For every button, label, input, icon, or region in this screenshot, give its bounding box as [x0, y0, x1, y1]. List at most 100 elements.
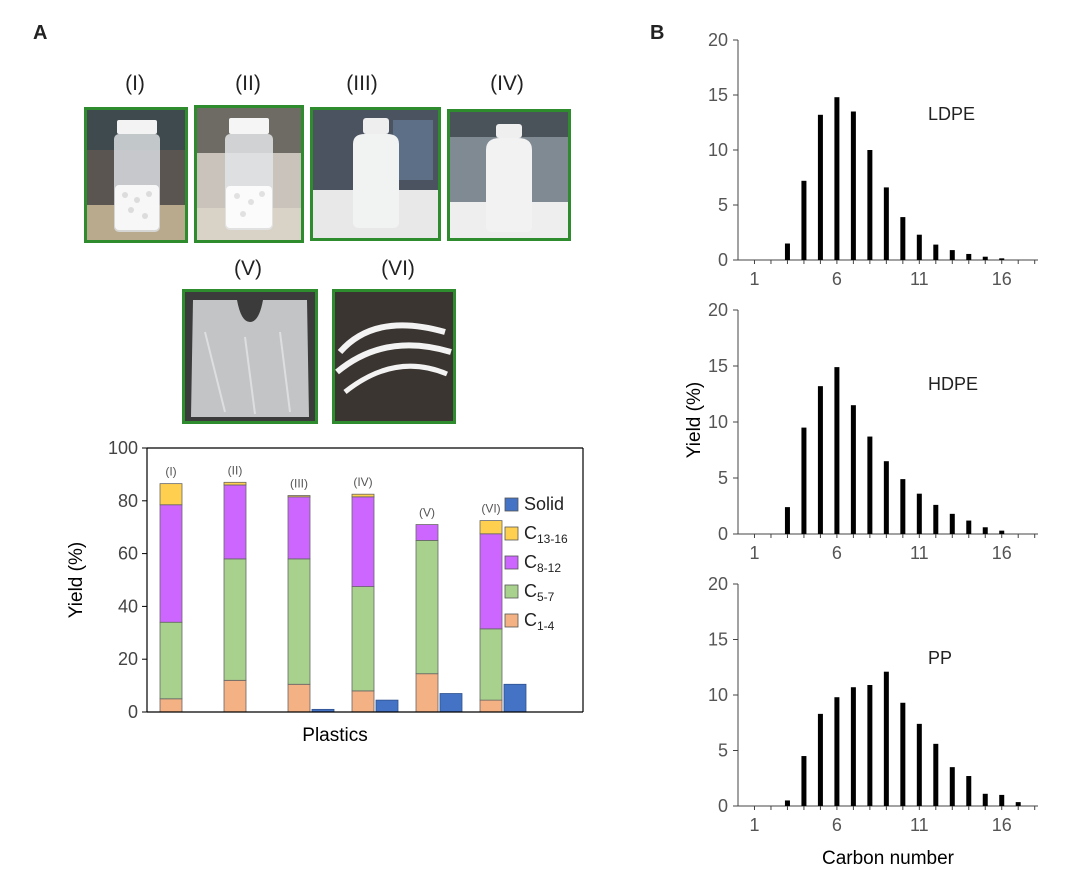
bar-segment-c1-4: [351, 690, 375, 713]
y-tick-label: 20: [118, 649, 138, 669]
x-tick-label: 11: [910, 815, 929, 835]
category-label: (I): [165, 465, 176, 479]
x-axis-label: Plastics: [302, 725, 367, 746]
y-tick-label: 10: [708, 685, 728, 705]
y-tick-label: 40: [118, 596, 138, 616]
legend-label: C13-16: [524, 523, 568, 546]
legend-swatch: [504, 613, 519, 628]
x-tick-label: 16: [992, 269, 1012, 289]
bar-segment-c8-12: [351, 496, 375, 588]
carbon-bar: [949, 513, 955, 534]
carbon-bar: [933, 244, 939, 260]
y-tick-label: 0: [718, 796, 728, 816]
carbon-bar: [867, 150, 873, 260]
carbon-bar: [900, 217, 906, 260]
carbon-bar: [999, 794, 1005, 806]
bar-segment-c13-16: [287, 495, 311, 498]
category-label: (IV): [353, 475, 372, 489]
stacked-yield-chart: 0 20 40 60 80 100 (I) (II) (III) (IV) (V) (VI) Yie…: [66, 438, 584, 746]
category-label: (V): [419, 506, 435, 520]
carbon-bar: [949, 250, 955, 260]
y-tick-label: 10: [708, 412, 728, 432]
x-tick-label: 16: [992, 543, 1012, 563]
y-tick-label: 5: [718, 468, 728, 488]
bar-segment-c5-7: [351, 586, 375, 692]
x-tick-label: 6: [832, 815, 842, 835]
category-label: (II): [228, 463, 243, 477]
y-tick-label: 60: [118, 544, 138, 564]
bar-solid: [503, 683, 527, 713]
carbon-bar: [883, 671, 889, 806]
carbon-bar: [916, 234, 922, 260]
x-tick-label: 11: [910, 543, 929, 563]
y-tick-label: 0: [718, 250, 728, 270]
carbon-bar: [999, 530, 1005, 534]
carbon-bar: [867, 685, 873, 806]
legend-swatch: [504, 526, 519, 541]
bar-segment-c1-4: [223, 679, 247, 713]
polymer-label: LDPE: [928, 104, 975, 124]
carbon-bar: [834, 697, 840, 806]
photo-bottle-1: [310, 107, 441, 241]
carbon-bar: [784, 507, 790, 534]
carbon-bar: [801, 756, 807, 806]
carbon-bar: [982, 527, 988, 534]
bar-segment-c13-16: [479, 520, 503, 535]
carbon-bar: [801, 427, 807, 534]
bar-segment-c8-12: [415, 524, 439, 541]
y-tick-label: 0: [718, 524, 728, 544]
bar-segment-c5-7: [415, 540, 439, 675]
y-tick-label: 15: [708, 85, 728, 105]
x-tick-label: 1: [749, 815, 759, 835]
carbon-bar: [834, 367, 840, 534]
photo-plastic-bag: [182, 289, 318, 424]
carbon-bar: [883, 461, 889, 534]
carbon-bar: [982, 256, 988, 260]
bar-segment-c1-4: [287, 683, 311, 713]
carbon-bar: [834, 97, 840, 260]
bar-segment-c5-7: [287, 558, 311, 685]
polymer-label: PP: [928, 648, 952, 668]
x-tick-label: 1: [749, 543, 759, 563]
legend-swatch: [504, 584, 519, 599]
bar-segment-c1-4: [479, 699, 503, 713]
legend-label: Solid: [524, 494, 564, 514]
polymer-label: HDPE: [928, 374, 978, 394]
bar-segment-c8-12: [223, 484, 247, 560]
photo-label-4: (IV): [490, 72, 524, 95]
carbon-bar: [900, 702, 906, 806]
carbon-bar: [817, 713, 823, 806]
y-tick-label: 5: [718, 741, 728, 761]
bar-segment-c8-12: [159, 504, 183, 623]
carbon-bar: [916, 723, 922, 806]
y-tick-label: 10: [708, 140, 728, 160]
bar-segment-c5-7: [159, 621, 183, 700]
carbon-bar: [982, 793, 988, 806]
photo-label-1: (I): [125, 72, 145, 95]
y-tick-label: 0: [128, 702, 138, 722]
x-tick-label: 6: [832, 543, 842, 563]
category-label: (VI): [481, 502, 500, 516]
x-tick-label: 11: [910, 269, 929, 289]
y-tick-label: 20: [708, 574, 728, 594]
y-tick-label: 5: [718, 195, 728, 215]
legend-swatch: [504, 497, 519, 512]
carbon-bar: [850, 111, 856, 260]
panel-label-a: A: [33, 22, 48, 44]
bar-segment-c13-16: [351, 493, 375, 498]
photo-label-6: (VI): [381, 257, 415, 280]
bar-solid: [439, 693, 463, 713]
y-tick-label: 100: [108, 438, 138, 458]
y-axis-label-b: Yield (%): [684, 382, 705, 458]
carbon-bar: [966, 520, 972, 534]
bar-segment-c1-4: [159, 698, 183, 713]
bar-segment-c13-16: [159, 483, 183, 506]
carbon-bar: [850, 405, 856, 534]
legend-label: C5-7: [524, 581, 555, 604]
photo-bottle-2: [447, 109, 571, 241]
photo-label-5: (V): [234, 257, 262, 280]
